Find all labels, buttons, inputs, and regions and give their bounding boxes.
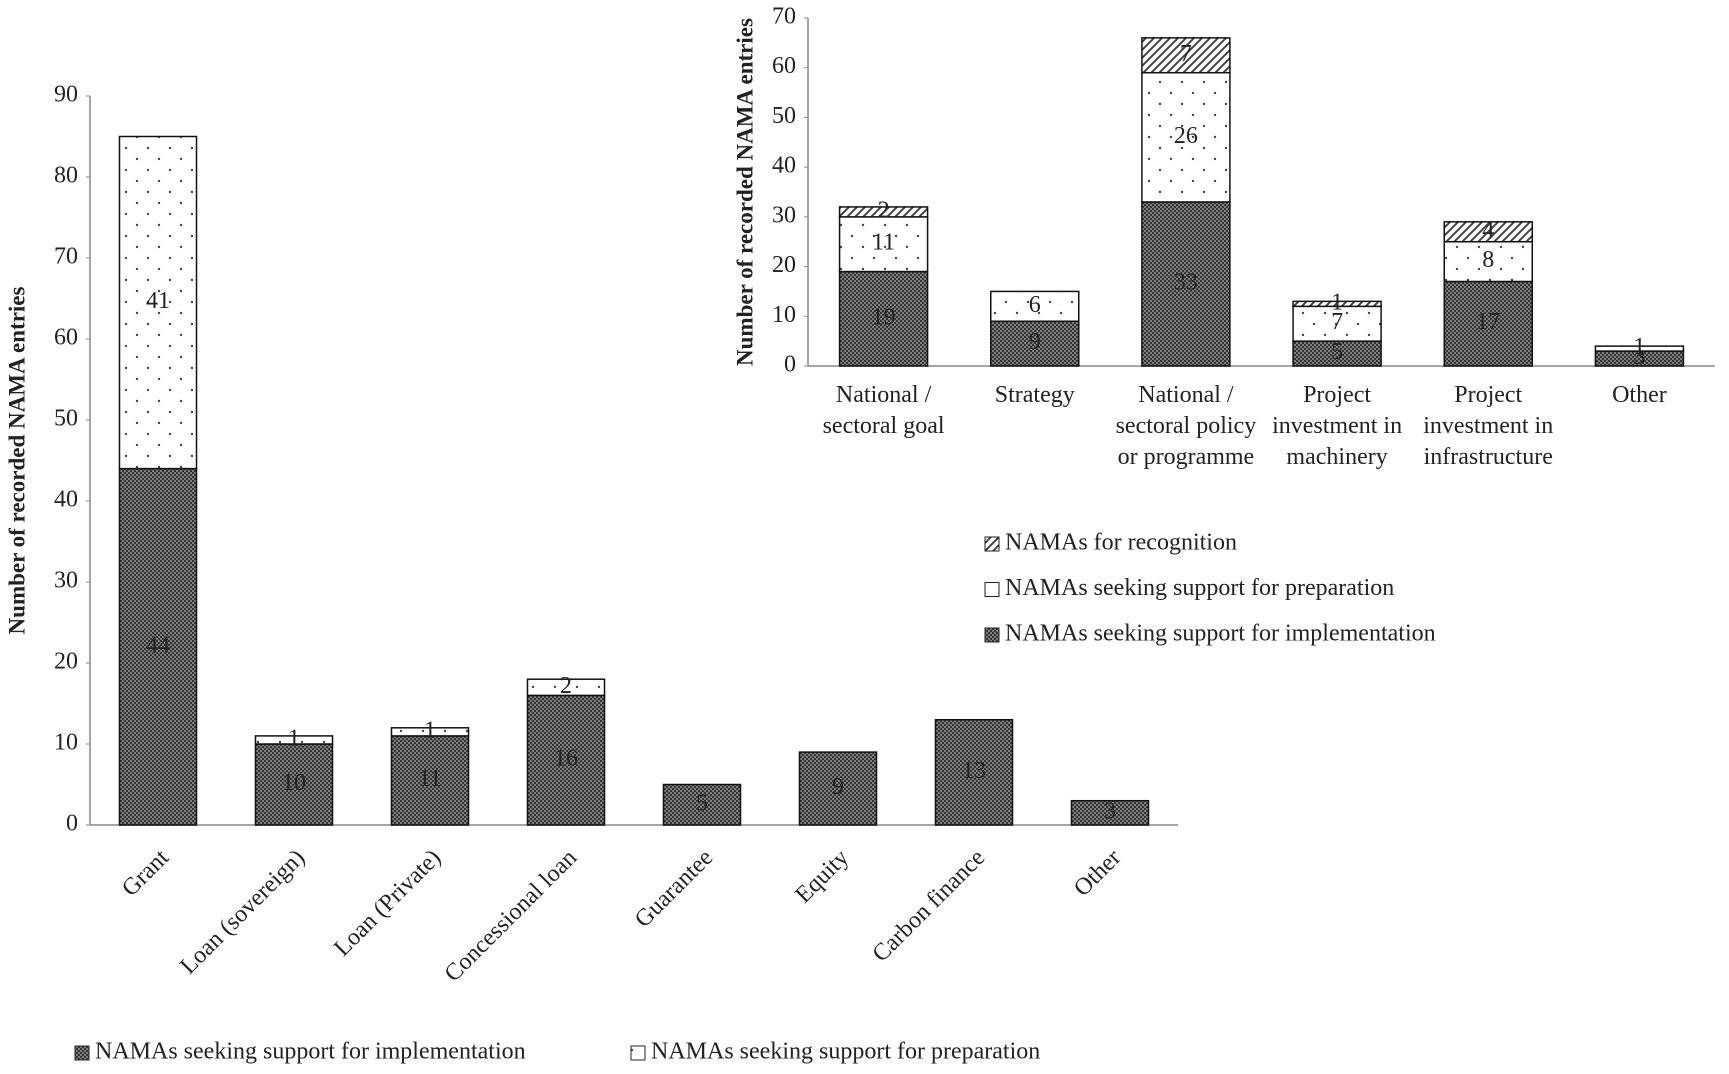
y-tick-label: 60 (772, 53, 796, 79)
data-label: 26 (1174, 123, 1198, 149)
bar-segment (1141, 201, 1231, 367)
x-tick-label: Loan (sovereign) (175, 845, 310, 980)
legend-label: NAMAs seeking support for preparation (651, 1039, 1040, 1065)
y-tick-label: 10 (772, 302, 796, 328)
data-label: 19 (872, 304, 896, 330)
y-tick-label: 80 (54, 163, 78, 189)
bar-segment (1594, 345, 1685, 352)
bar-segment (118, 135, 198, 470)
bar-segment (838, 206, 929, 218)
bar-segment (1141, 37, 1231, 74)
y-tick-label: 20 (54, 649, 78, 675)
bar-segment (1070, 799, 1150, 826)
y-tick-label: 90 (54, 82, 78, 108)
bar-segment (254, 735, 334, 745)
bar-segment (1292, 305, 1382, 342)
data-label: 4 (1482, 217, 1494, 243)
legend-label: NAMAs seeking support for implementation (95, 1039, 526, 1065)
legend-swatch (984, 627, 1000, 643)
y-tick-label: 60 (54, 325, 78, 351)
data-label: 3 (1104, 798, 1116, 824)
x-tick-label: Strategy (994, 382, 1075, 408)
y-tick-label: 30 (772, 202, 796, 228)
data-label: 11 (418, 766, 441, 792)
bar-segment (798, 751, 878, 826)
legend-swatch (984, 582, 1000, 597)
data-label: 11 (872, 230, 895, 256)
data-label: 2 (878, 197, 890, 223)
data-label: 1 (424, 717, 436, 743)
data-label: 1 (1331, 289, 1343, 315)
bar-segment (1443, 221, 1533, 243)
data-label: 6 (1029, 292, 1041, 318)
data-label: 41 (146, 288, 170, 314)
bar-segment (526, 678, 606, 697)
bar-segment (990, 290, 1080, 323)
bar-segment (1292, 300, 1382, 308)
data-label: 1 (288, 725, 300, 751)
legend-swatch (74, 1045, 90, 1061)
bar-segment (390, 727, 470, 737)
x-tick-label: Loan (Private) (329, 845, 446, 962)
legend-label: NAMAs for recognition (1005, 530, 1237, 556)
data-label: 44 (146, 632, 170, 658)
bar-segment (118, 467, 198, 826)
y-axis-title: Number of recorded NAMA entries (4, 287, 29, 635)
data-label: 5 (1331, 339, 1343, 365)
y-tick-label: 0 (784, 352, 796, 378)
data-label: 8 (1482, 247, 1494, 273)
legend-swatch (630, 1045, 646, 1061)
data-label: 9 (1029, 329, 1041, 355)
x-tick-label: Grant (117, 845, 174, 902)
data-label: 33 (1174, 269, 1198, 295)
data-label: 7 (1331, 309, 1343, 335)
y-tick-label: 70 (772, 4, 796, 30)
x-tick-label: Other (1069, 845, 1126, 902)
x-tick-label: Guarantee (630, 845, 718, 933)
y-tick-label: 20 (772, 252, 796, 278)
legend-swatch (984, 536, 1000, 552)
x-tick-label: Project investment in infrastructure (1423, 382, 1554, 470)
x-tick-label: Project investment in machinery (1272, 382, 1403, 470)
data-label: 16 (554, 746, 578, 772)
data-label: 7 (1180, 41, 1192, 67)
data-label: 1 (1633, 334, 1645, 360)
data-label: 13 (962, 758, 986, 784)
bar-segment (838, 216, 929, 273)
x-tick-label: Carbon finance (868, 845, 991, 968)
x-tick-label: National / sectoral goal (822, 382, 945, 439)
bar-segment (662, 783, 742, 826)
bar-segment (934, 718, 1014, 826)
bar-segment (1443, 280, 1533, 367)
y-axis-title: Number of recorded NAMA entries (732, 18, 757, 366)
data-label: 17 (1476, 309, 1500, 335)
y-tick-label: 0 (66, 811, 78, 837)
data-label: 2 (560, 673, 572, 699)
y-tick-label: 50 (54, 406, 78, 432)
x-tick-label: Equity (790, 845, 854, 909)
bar-segment (990, 320, 1080, 367)
x-tick-label: Other (1612, 382, 1667, 408)
data-label: 5 (696, 790, 708, 816)
x-tick-label: Concessional loan (440, 845, 582, 987)
legend-label: NAMAs seeking support for preparation (1005, 575, 1394, 601)
data-label: 9 (832, 774, 844, 800)
y-tick-label: 40 (772, 153, 796, 179)
y-tick-label: 10 (54, 730, 78, 756)
y-tick-label: 40 (54, 487, 78, 513)
y-tick-label: 70 (54, 244, 78, 270)
data-label: 10 (282, 770, 306, 796)
y-tick-label: 50 (772, 103, 796, 129)
bar-segment (1141, 71, 1231, 203)
x-tick-label: National / sectoral policy or programme (1115, 382, 1257, 470)
y-tick-label: 30 (54, 568, 78, 594)
legend-label: NAMAs seeking support for implementation (1005, 621, 1436, 647)
